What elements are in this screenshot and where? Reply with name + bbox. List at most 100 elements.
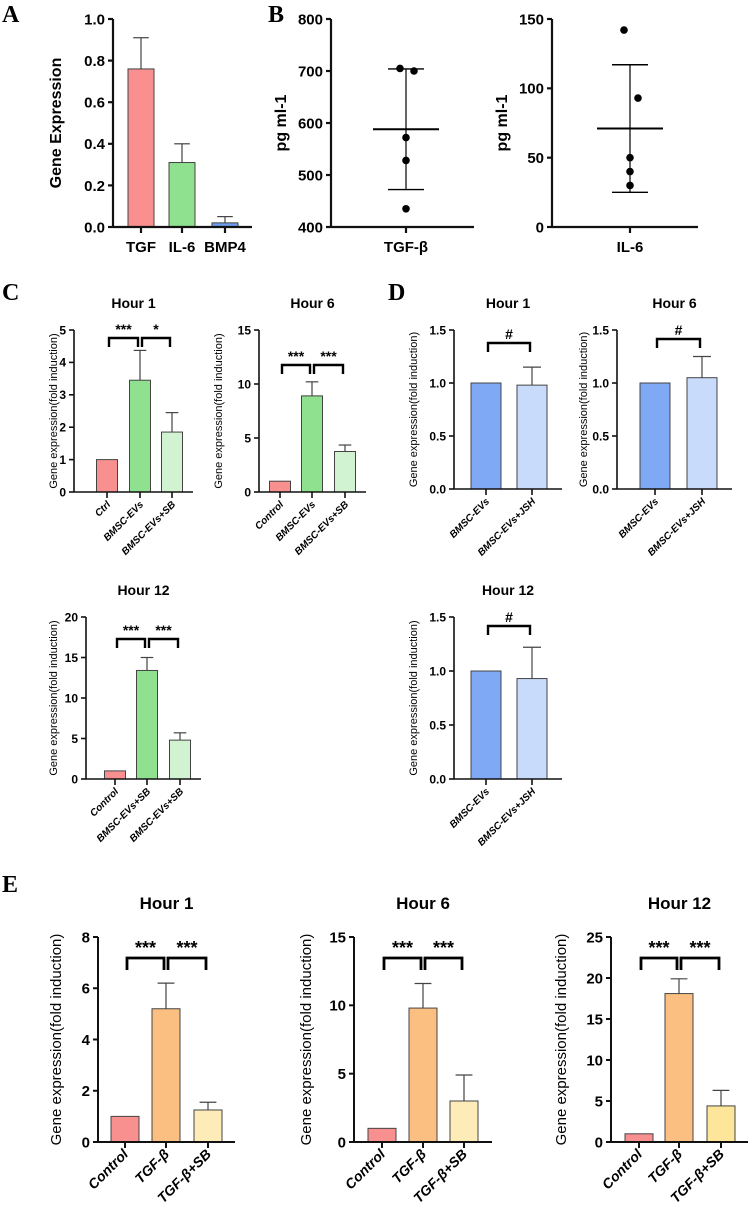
- chart-title: Hour 12: [117, 582, 169, 598]
- panel-label-d: D: [388, 280, 405, 306]
- significance-bracket: [655, 337, 702, 348]
- y-tick-label: 0: [595, 1134, 603, 1151]
- bar: [269, 480, 291, 493]
- significance-bracket: [140, 336, 172, 347]
- bar: [686, 377, 718, 490]
- y-tick-label: 1.5: [429, 610, 446, 624]
- significance-bracket: [115, 637, 147, 648]
- x-category-label: Control: [85, 1145, 132, 1192]
- significance-label: ***: [689, 938, 710, 958]
- significance-label: #: [675, 322, 683, 338]
- chart-panel-d1: Hour 1 Gene expression(fold induction) #0.…: [408, 295, 562, 559]
- data-point: [634, 94, 642, 102]
- y-tick-label: 0: [82, 1134, 90, 1151]
- y-tick-label: 1.0: [429, 376, 446, 390]
- y-tick-label: 15: [586, 1011, 603, 1028]
- chart-title: Hour 12: [648, 894, 711, 913]
- y-tick-label: 400: [298, 219, 323, 236]
- bar: [110, 1115, 140, 1143]
- bar: [408, 1007, 438, 1143]
- significance-label: *: [153, 321, 159, 337]
- significance-bracket: [107, 336, 140, 347]
- data-point: [402, 205, 410, 213]
- significance-bracket: [125, 956, 166, 970]
- y-tick-label: 0: [71, 772, 78, 786]
- y-axis-label: pg ml-1: [494, 94, 511, 151]
- y-tick-label: 700: [298, 63, 323, 80]
- y-axis-label: Gene expression(fold induction): [48, 934, 65, 1146]
- y-tick-label: 1.0: [592, 376, 609, 390]
- x-category-label: Control: [599, 1145, 646, 1192]
- y-tick-label: 10: [329, 998, 346, 1015]
- significance-bracket: [280, 363, 312, 374]
- y-tick-label: 600: [298, 115, 323, 132]
- x-category-label: IL-6: [169, 239, 196, 256]
- chart-panel-a: Gene Expression 0.0 0.2 0.4 0.6 0.8 1.0 TGF IL-6…: [48, 11, 252, 256]
- bar: [151, 1008, 181, 1143]
- y-tick-label: 0: [536, 219, 544, 236]
- significance-label: ***: [135, 938, 156, 958]
- significance-bracket: [679, 956, 721, 970]
- y-tick-label: 0.5: [429, 429, 446, 443]
- y-tick-label: 15: [238, 323, 252, 337]
- chart-title: Hour 6: [652, 295, 697, 311]
- y-tick-label: 1.5: [592, 323, 609, 337]
- bar: [169, 739, 191, 780]
- chart-panel-e12: Hour 12 Gene expression(fold induction) **…: [553, 894, 748, 1206]
- y-axis-label: pg ml-1: [273, 94, 290, 151]
- bar: [664, 993, 694, 1143]
- y-tick-label: 0: [338, 1134, 346, 1151]
- data-point: [620, 26, 628, 34]
- y-tick-label: 0.0: [592, 482, 609, 496]
- y-tick-label: 5: [595, 1093, 603, 1110]
- chart-title: Hour 12: [482, 582, 534, 598]
- y-tick-label: 0.4: [84, 136, 106, 153]
- y-tick-label: 6: [82, 981, 90, 998]
- panel-label-c: C: [2, 280, 19, 306]
- chart-panel-e6: Hour 6 Gene expression(fold induction) ***…: [298, 894, 492, 1206]
- y-tick-label: 50: [527, 150, 544, 167]
- y-tick-label: 0.6: [84, 95, 105, 112]
- bar: [129, 379, 151, 493]
- bar: [706, 1105, 736, 1143]
- chart-title: Hour 6: [396, 894, 450, 913]
- x-category-label: BMSC-EVs: [617, 496, 662, 541]
- y-tick-label: 20: [65, 610, 79, 624]
- bar: [516, 384, 548, 490]
- bar: [516, 678, 548, 780]
- chart-panel-b1: pg ml-1 400 500 600 700 800 TGF-β: [273, 11, 474, 256]
- x-category-label: TGF-β: [645, 1146, 686, 1187]
- y-tick-label: 3: [59, 388, 66, 402]
- bar: [449, 1100, 479, 1143]
- panel-label-a: A: [2, 2, 20, 28]
- y-tick-label: 1: [59, 453, 66, 467]
- y-tick-label: 15: [329, 929, 346, 946]
- chart-title: Hour 1: [486, 295, 531, 311]
- y-tick-label: 2: [82, 1083, 90, 1100]
- y-tick-label: 10: [238, 377, 252, 391]
- y-tick-label: 5: [244, 431, 251, 445]
- bar: [193, 1109, 223, 1143]
- y-axis-label: Gene expression(fold induction): [298, 934, 315, 1146]
- y-tick-label: 0.8: [84, 53, 105, 70]
- y-axis-label: Gene expression(fold induction): [408, 332, 420, 487]
- y-tick-label: 20: [586, 970, 603, 987]
- significance-label: ***: [392, 938, 413, 958]
- significance-label: ***: [648, 938, 669, 958]
- y-tick-label: 0.0: [429, 772, 446, 786]
- y-tick-label: 4: [59, 356, 66, 370]
- y-axis-label: Gene expression(fold induction): [408, 620, 420, 775]
- bar: [470, 670, 502, 780]
- chart-title: Hour 6: [290, 295, 335, 311]
- significance-bracket: [382, 956, 423, 970]
- bar: [104, 770, 126, 780]
- chart-panel-c12: Hour 12 Gene expression(fold induction) **…: [48, 582, 201, 845]
- y-tick-label: 0.2: [84, 178, 105, 195]
- y-axis-label: Gene expression(fold induction): [48, 620, 60, 775]
- y-tick-label: 5: [71, 732, 78, 746]
- chart-panel-b2: pg ml-1 0 50 100 150 IL-6: [494, 11, 698, 256]
- y-tick-label: 5: [59, 323, 66, 337]
- bar: [168, 162, 196, 228]
